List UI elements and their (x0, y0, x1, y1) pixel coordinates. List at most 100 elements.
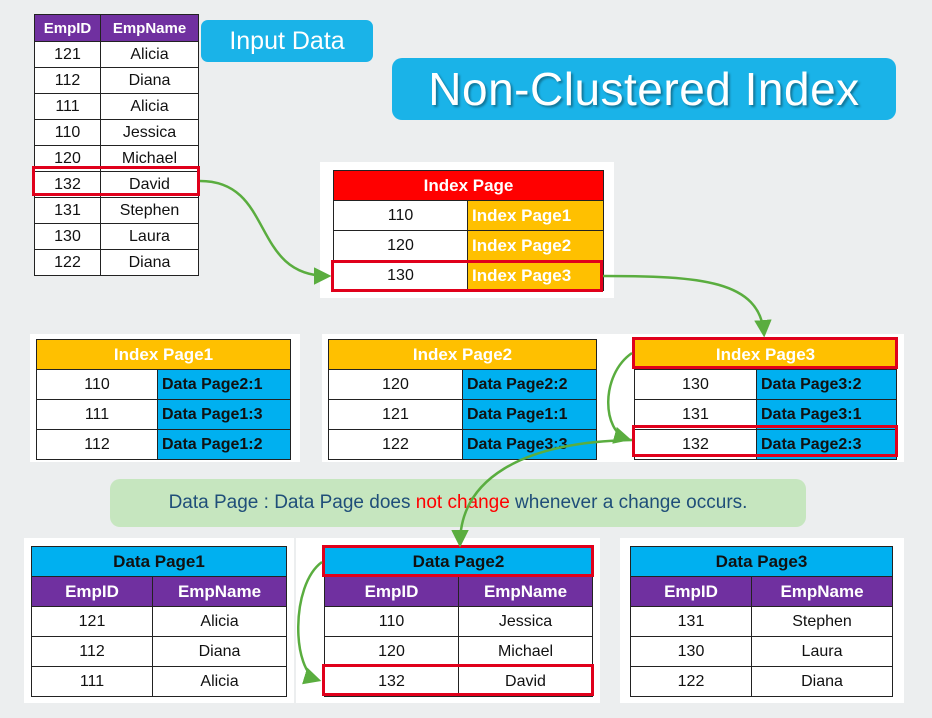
table-row: 120 Data Page2:2 (328, 369, 597, 400)
cell: 130 (630, 636, 752, 667)
cell: Diana (100, 67, 199, 94)
cell: Data Page1:2 (157, 429, 291, 460)
cell: 110 (324, 606, 459, 637)
cell: 112 (36, 429, 158, 460)
table-row: 131 Stephen (630, 606, 894, 637)
page-title: Non-Clustered Index (392, 58, 896, 120)
cell: 131 (630, 606, 752, 637)
col-header-empid: EmpID (630, 576, 752, 607)
table-row: 112 Diana (34, 67, 199, 94)
cell: Data Page3:1 (756, 399, 897, 430)
cell: Jessica (100, 119, 199, 146)
cell: Data Page1:1 (462, 399, 597, 430)
root-index-table: Index Page 110 Index Page1 120 Index Page2… (332, 170, 605, 291)
note-text-end: whenever a change occurs. (509, 492, 748, 513)
cell: 111 (36, 399, 158, 430)
table-row: 112 Data Page1:2 (36, 429, 291, 460)
table-row: 121 Alicia (31, 606, 288, 637)
cell: Alicia (151, 666, 288, 697)
cell: Data Page3:3 (462, 429, 597, 460)
cell: 131 (34, 197, 101, 224)
table-row: 110 Data Page2:1 (36, 369, 291, 400)
table-row: 111 Data Page1:3 (36, 399, 291, 430)
table-row: 130 Laura (34, 223, 199, 250)
cell: 112 (34, 67, 101, 94)
cell: Alicia (151, 606, 288, 637)
cell: Diana (100, 249, 199, 276)
cell: 132 (324, 666, 459, 697)
cell: Index Page2 (466, 230, 605, 261)
table-row: 112 Diana (31, 636, 288, 667)
table-row: 120 Michael (324, 636, 594, 667)
cell: 121 (328, 399, 463, 430)
table-row: 130 Laura (630, 636, 894, 667)
cell: Alicia (100, 41, 199, 68)
index-page1-table: Index Page1 110 Data Page2:1 111 Data Page… (36, 339, 291, 460)
cell: Laura (750, 636, 894, 667)
highlight-index-page3-header (632, 337, 898, 369)
cell: Index Page3 (466, 260, 605, 291)
table-row: 130 Index Page3 (333, 260, 605, 291)
table-row: 132 David (324, 666, 594, 697)
cell: 111 (34, 93, 101, 120)
col-header-empname: EmpName (457, 576, 594, 607)
data-page3-header: Data Page3 (629, 546, 894, 577)
highlight-root-row-130 (331, 260, 603, 292)
input-data-label: Input Data (201, 20, 373, 62)
cell: 110 (34, 119, 101, 146)
table-row: 111 Alicia (34, 93, 199, 120)
col-header-empname: EmpName (151, 576, 288, 607)
highlight-input-row-david (32, 166, 200, 196)
cell: 111 (31, 666, 153, 697)
root-index-header: Index Page (332, 170, 605, 201)
col-header-empid: EmpID (324, 576, 459, 607)
cell: Data Page3:2 (756, 369, 897, 400)
table-row: 131 Stephen (34, 197, 199, 224)
data-page-note: Data Page : Data Page does not change wh… (110, 479, 806, 527)
cell: Data Page2:1 (157, 369, 291, 400)
input-col-empid: EmpID (34, 14, 101, 42)
cell: Data Page1:3 (157, 399, 291, 430)
cell: 120 (324, 636, 459, 667)
data-page2-table: Data Page2 EmpID EmpName 110 Jessica 120 Mi… (323, 546, 594, 697)
cell: 122 (328, 429, 463, 460)
cell: Stephen (750, 606, 894, 637)
data-page1-table: Data Page1 EmpID EmpName 121 Alicia 112 Dia… (30, 546, 288, 697)
cell: 110 (36, 369, 158, 400)
highlight-data-page2-header (322, 545, 594, 577)
cell: Laura (100, 223, 199, 250)
cell: 121 (31, 606, 153, 637)
table-row: 122 Diana (630, 666, 894, 697)
table-row: 130 Data Page3:2 (634, 369, 897, 400)
cell: 120 (333, 230, 468, 261)
cell: 122 (34, 249, 101, 276)
cell: David (457, 666, 594, 697)
highlight-data-page2-row-132 (322, 664, 594, 696)
note-text-start: Data Page : Data Page does (168, 492, 416, 513)
table-row: 122 Diana (34, 249, 199, 276)
arrow-index-page-to-index-page3 (602, 274, 772, 338)
cell: Index Page1 (466, 200, 605, 231)
input-col-empname: EmpName (100, 14, 199, 42)
cell: Alicia (100, 93, 199, 120)
data-page1-header: Data Page1 (30, 546, 288, 577)
table-row: 121 Alicia (34, 41, 199, 68)
input-data-table: EmpID EmpName 121 Alicia 112 Diana 111 Alic… (34, 14, 199, 276)
input-table-header-row: EmpID EmpName (34, 14, 199, 42)
cell: 110 (333, 200, 468, 231)
table-row: 110 Jessica (34, 119, 199, 146)
cell: 112 (31, 636, 153, 667)
cell: Jessica (457, 606, 594, 637)
table-row: 110 Jessica (324, 606, 594, 637)
arrow-input-to-index-page (199, 179, 332, 285)
table-row: 121 Data Page1:1 (328, 399, 597, 430)
col-header-empid: EmpID (31, 576, 153, 607)
table-row: 110 Index Page1 (333, 200, 605, 231)
table-row: 120 Index Page2 (333, 230, 605, 261)
highlight-index-page3-row-132 (632, 425, 898, 457)
table-row: 122 Data Page3:3 (328, 429, 597, 460)
cell: Diana (151, 636, 288, 667)
index-page1-header: Index Page1 (36, 339, 291, 370)
cell: Diana (750, 666, 894, 697)
cell: 130 (34, 223, 101, 250)
